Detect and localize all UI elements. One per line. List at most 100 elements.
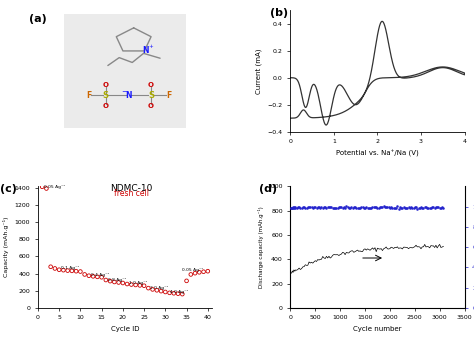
Point [64, 268, 72, 273]
Point [335, 205, 343, 210]
Point [433, 204, 441, 209]
Point [187, 272, 195, 277]
Point [301, 205, 308, 210]
Point [405, 205, 412, 210]
Point [375, 205, 383, 211]
Point [439, 205, 447, 211]
Point [102, 277, 109, 283]
Point [397, 206, 405, 211]
Point [385, 205, 392, 210]
Point [407, 205, 415, 210]
Point [68, 268, 76, 274]
Point [319, 205, 327, 211]
Point [380, 203, 387, 208]
Point [291, 205, 299, 211]
Point [295, 204, 303, 210]
Point [290, 204, 298, 210]
Point [411, 204, 419, 209]
Point [339, 205, 346, 210]
Point [350, 205, 357, 210]
Text: 0.8 Ag⁻¹: 0.8 Ag⁻¹ [108, 278, 126, 282]
Point [373, 204, 380, 210]
X-axis label: Potential vs. Na⁺/Na (V): Potential vs. Na⁺/Na (V) [336, 150, 419, 157]
Text: F: F [86, 91, 91, 100]
Point [288, 206, 295, 211]
Point [119, 280, 127, 286]
Point [317, 206, 324, 211]
Point [310, 205, 318, 210]
Point [93, 274, 101, 279]
Point [140, 283, 148, 288]
Point [305, 205, 313, 210]
Text: 0.05 Ag⁻¹: 0.05 Ag⁻¹ [182, 268, 203, 272]
Point [298, 205, 305, 210]
Point [406, 205, 414, 211]
Point [47, 264, 55, 269]
Point [383, 204, 390, 210]
Point [403, 205, 411, 211]
Point [395, 206, 402, 211]
Point [330, 205, 337, 211]
Point [370, 205, 377, 210]
Point [174, 291, 182, 297]
Point [55, 267, 63, 273]
Point [149, 287, 156, 292]
Point [360, 206, 367, 211]
Point [386, 205, 394, 211]
Point [416, 205, 424, 211]
Point [412, 205, 420, 210]
Point [423, 206, 431, 211]
Point [425, 205, 432, 211]
Point [294, 205, 301, 210]
Point [200, 269, 207, 274]
Point [391, 205, 399, 211]
Point [289, 205, 297, 210]
Point [351, 205, 359, 210]
Point [422, 205, 430, 210]
Point [89, 274, 97, 279]
Text: 4.0 Ag⁻¹: 4.0 Ag⁻¹ [170, 290, 188, 293]
Text: N: N [125, 91, 132, 100]
Point [51, 266, 59, 271]
Point [320, 205, 328, 210]
Point [308, 205, 315, 210]
Point [293, 206, 301, 211]
Point [427, 205, 435, 211]
Point [356, 205, 364, 211]
Point [401, 205, 409, 210]
X-axis label: Cycle number: Cycle number [353, 326, 401, 332]
Point [345, 205, 353, 211]
Point [432, 205, 440, 210]
Point [413, 206, 421, 211]
Point [321, 204, 329, 210]
Text: 2.0 Ag⁻¹: 2.0 Ag⁻¹ [150, 286, 169, 290]
Point [396, 205, 404, 210]
Text: fresh cell: fresh cell [114, 189, 149, 198]
Point [415, 205, 422, 210]
Point [400, 204, 407, 210]
Point [301, 206, 309, 211]
Text: (c): (c) [0, 184, 17, 194]
Point [365, 205, 373, 210]
Point [110, 279, 118, 285]
Point [183, 278, 191, 284]
Point [417, 205, 425, 210]
Point [364, 205, 371, 211]
Point [337, 205, 344, 210]
Text: O: O [103, 103, 109, 109]
Point [311, 205, 319, 210]
Point [428, 204, 436, 209]
Point [73, 268, 80, 274]
Point [98, 275, 105, 280]
Point [343, 203, 350, 209]
Text: O: O [148, 103, 154, 109]
Point [359, 205, 366, 210]
Point [291, 205, 298, 211]
Point [435, 205, 442, 210]
Point [371, 204, 379, 210]
Text: −: − [122, 89, 128, 95]
Text: NDMC-10: NDMC-10 [110, 184, 153, 193]
X-axis label: Cycle ID: Cycle ID [111, 326, 139, 332]
Text: O: O [148, 82, 154, 88]
Point [383, 205, 391, 210]
